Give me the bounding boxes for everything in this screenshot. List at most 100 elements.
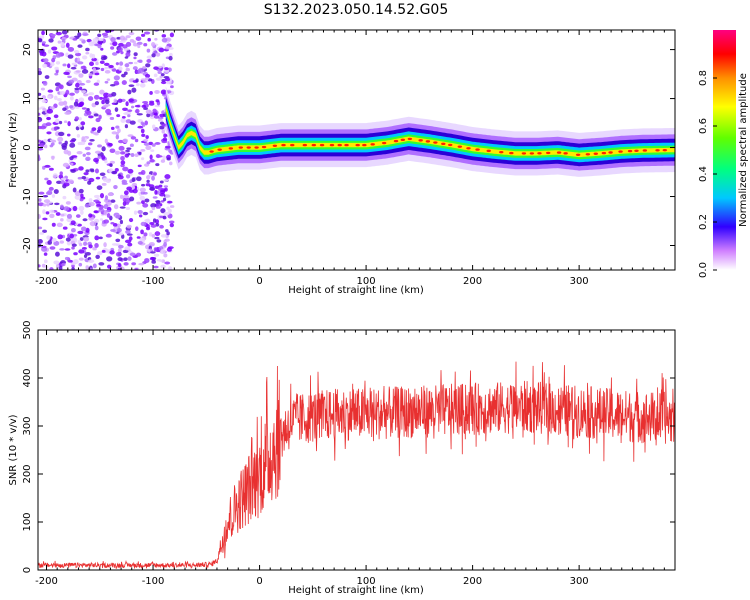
ridge-peak [290,143,295,147]
ridge-peak [537,152,542,155]
noise-blob [76,151,83,155]
noise-blob [138,262,145,266]
noise-blob [48,38,54,43]
noise-blob [83,172,89,176]
noise-blob [81,55,88,60]
noise-blob [166,231,170,236]
noise-blob [113,75,120,81]
noise-blob [144,258,150,264]
noise-blob [88,73,93,77]
noise-blob [71,62,77,66]
noise-blob [161,123,167,127]
noise-blob [88,267,94,270]
noise-blob [118,232,124,236]
ridge-peak [281,143,286,147]
noise-blob [165,194,171,198]
ridge-peak [529,152,535,155]
noise-blob [146,59,152,63]
noise-blob [78,117,82,121]
noise-blob [38,191,45,195]
snr-x-label: Height of straight line (km) [288,585,424,596]
noise-blob [110,199,116,203]
noise-blob [167,266,173,270]
noise-blob [151,175,155,181]
noise-blob [153,253,160,257]
noise-blob [38,264,41,268]
noise-blob [47,95,52,99]
noise-blob [78,249,85,254]
colorbar-tick-label: 0.4 [698,166,709,182]
noise-blob [129,143,134,147]
noise-blob [140,78,147,81]
noise-blob [94,243,99,248]
noise-blob [69,142,76,148]
noise-blob [132,43,139,47]
noise-blob [154,104,161,108]
noise-blob [88,115,94,119]
noise-blob [143,107,148,110]
noise-blob [135,78,139,83]
noise-blob [155,205,161,209]
noise-blob [118,66,123,71]
noise-blob [89,61,94,67]
ridge-peak [475,148,480,151]
noise-blob [129,120,136,125]
noise-blob [43,58,49,63]
noise-blob [166,157,171,161]
noise-blob [137,164,142,168]
noise-blob [126,233,133,236]
noise-blob [117,128,121,134]
noise-blob [105,233,112,238]
noise-blob [134,226,139,231]
noise-blob [151,206,156,211]
noise-blob [55,251,60,257]
noise-blob [47,240,53,245]
noise-blob [97,155,102,159]
noise-blob [137,68,142,74]
noise-blob [130,136,137,140]
noise-blob [106,112,112,116]
colorbar-tick-label: 0.0 [698,262,709,278]
noise-blob [125,149,130,153]
noise-blob [168,220,175,224]
noise-blob [55,31,62,36]
spectrogram-x-tick-label: 300 [570,276,589,287]
noise-blob [56,180,62,184]
noise-blob [74,191,81,197]
noise-blob [65,89,70,95]
noise-blob [101,99,105,105]
snr-y-tick-label: 400 [22,368,33,387]
noise-blob [122,194,130,199]
noise-blob [149,158,155,163]
noise-blob [120,151,126,155]
noise-blob [49,144,54,148]
noise-blob [69,95,74,101]
noise-blob [70,162,74,166]
noise-blob [74,116,80,121]
spectrogram-y-tick-label: 10 [22,92,33,105]
noise-blob [58,265,63,270]
noise-blob [145,135,149,139]
noise-blob [146,48,151,53]
noise-blob [51,194,56,198]
noise-blob [117,174,121,177]
noise-blob [119,194,124,200]
noise-blob [127,114,131,118]
noise-blob [51,237,57,243]
noise-blob [115,251,122,257]
ridge-peak [228,147,234,150]
noise-blob [122,166,129,172]
noise-blob [151,143,156,147]
noise-blob [46,108,54,114]
noise-blob [124,246,131,251]
noise-blob [159,189,166,195]
noise-blob [104,160,108,164]
noise-blob [115,62,120,66]
noise-blob [115,238,121,243]
noise-blob [103,242,107,248]
noise-blob [150,224,157,228]
noise-blob [110,46,115,50]
ridge-peak [381,141,387,145]
noise-blob [126,147,132,150]
noise-blob [110,228,116,232]
